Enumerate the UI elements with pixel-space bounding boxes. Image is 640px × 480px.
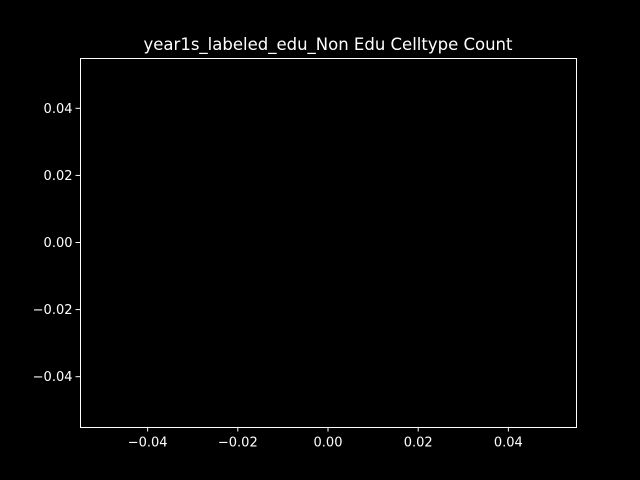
y-tick-label: 0.02 bbox=[44, 169, 73, 184]
y-tick-label: −0.04 bbox=[33, 370, 73, 385]
y-axis-ticks: −0.04 −0.02 0.00 0.02 0.04 bbox=[33, 102, 80, 385]
x-tick-label: 0.02 bbox=[404, 436, 433, 451]
x-tick-label: −0.02 bbox=[218, 436, 258, 451]
x-tick-label: −0.04 bbox=[128, 436, 168, 451]
y-tick-label: 0.04 bbox=[44, 102, 73, 117]
x-tick-label: 0.04 bbox=[494, 436, 523, 451]
y-tick-label: 0.00 bbox=[44, 236, 73, 251]
y-tick-label: −0.02 bbox=[33, 303, 73, 318]
x-axis-ticks: −0.04 −0.02 0.00 0.02 0.04 bbox=[128, 427, 523, 451]
x-tick-label: 0.00 bbox=[314, 436, 343, 451]
chart-title: year1s_labeled_edu_Non Edu Celltype Coun… bbox=[144, 35, 513, 55]
